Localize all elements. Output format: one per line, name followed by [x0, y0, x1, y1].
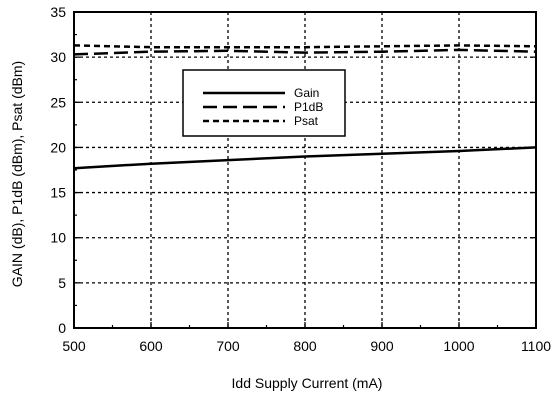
- y-tick-label: 15: [50, 185, 66, 201]
- y-tick-label: 5: [58, 275, 66, 291]
- x-tick-label: 900: [370, 338, 394, 354]
- x-tick-label: 1100: [521, 338, 551, 354]
- legend-box: [182, 69, 346, 137]
- grid: [74, 12, 536, 328]
- legend: Gain P1dB Psat: [182, 69, 346, 137]
- series-line-p1db: [73, 48, 537, 56]
- legend-label-gain: Gain: [294, 86, 319, 100]
- y-tick-label: 30: [50, 49, 66, 65]
- series-layer: [73, 44, 537, 170]
- series-line-gain: [73, 146, 537, 170]
- x-tick-label: 500: [62, 338, 86, 354]
- y-tick-label: 0: [58, 320, 66, 336]
- legend-label-p1db: P1dB: [294, 100, 323, 114]
- x-tick-labels: 500 600 700 800 900 1000 1100: [62, 338, 551, 354]
- y-tick-label: 10: [50, 230, 66, 246]
- x-tick-label: 600: [139, 338, 163, 354]
- x-tick-label: 700: [216, 338, 240, 354]
- y-tick-label: 35: [50, 4, 66, 20]
- x-tick-label: 1000: [443, 338, 474, 354]
- x-axis-label: Idd Supply Current (mA): [232, 375, 383, 391]
- legend-label-psat: Psat: [294, 114, 319, 128]
- y-tick-label: 25: [50, 94, 66, 110]
- series-line-psat: [73, 44, 537, 49]
- y-axis-label: GAIN (dB), P1dB (dBm), Psat (dBm): [9, 61, 25, 287]
- plot-frame: [73, 11, 537, 329]
- x-tick-label: 800: [293, 338, 317, 354]
- y-tick-label: 20: [50, 139, 66, 155]
- y-tick-labels: 0 5 10 15 20 25 30 35: [50, 4, 66, 336]
